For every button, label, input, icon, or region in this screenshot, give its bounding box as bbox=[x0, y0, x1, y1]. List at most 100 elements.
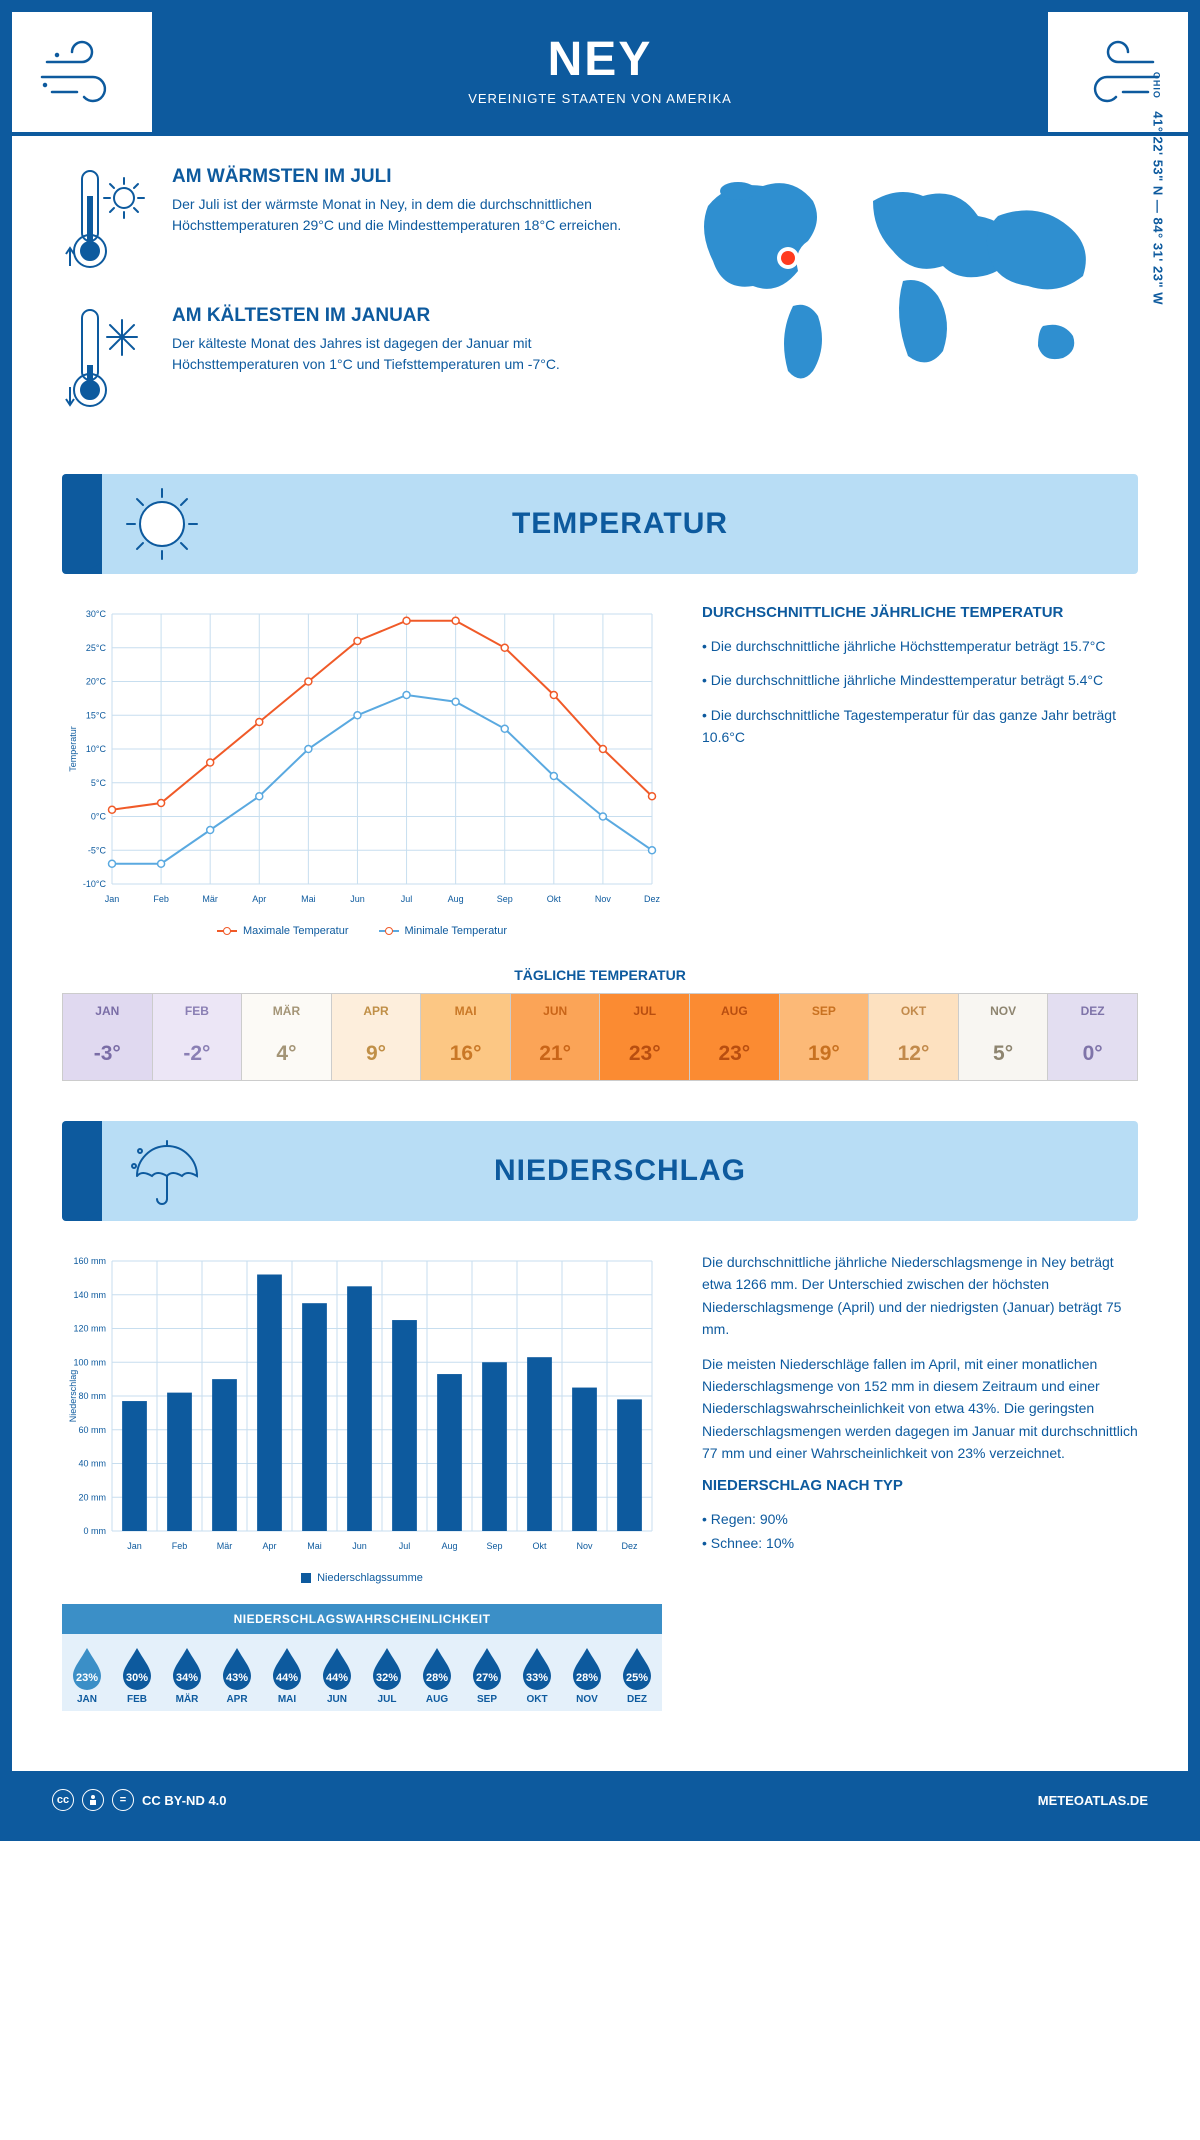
warmest-title: AM WÄRMSTEN IM JULI bbox=[172, 166, 638, 188]
page-title: NEY bbox=[12, 32, 1188, 87]
temp-cell: MAI16° bbox=[421, 994, 511, 1080]
svg-text:Jun: Jun bbox=[350, 894, 365, 904]
coordinates: OHIO 41° 22' 53" N — 84° 31' 23" W bbox=[1151, 72, 1166, 305]
precip-drop: 44%MAI bbox=[262, 1646, 312, 1705]
coldest-title: AM KÄLTESTEN IM JANUAR bbox=[172, 305, 638, 327]
temp-cell: AUG23° bbox=[690, 994, 780, 1080]
svg-text:140 mm: 140 mm bbox=[73, 1290, 106, 1300]
svg-text:Jul: Jul bbox=[401, 894, 413, 904]
temp-cell: OKT12° bbox=[869, 994, 959, 1080]
svg-text:Apr: Apr bbox=[252, 894, 266, 904]
umbrella-icon bbox=[102, 1131, 222, 1211]
svg-text:Okt: Okt bbox=[547, 894, 562, 904]
svg-text:160 mm: 160 mm bbox=[73, 1256, 106, 1266]
precip-drop: 25%DEZ bbox=[612, 1646, 662, 1705]
svg-text:Mär: Mär bbox=[202, 894, 218, 904]
daily-temp-table: JAN-3°FEB-2°MÄR4°APR9°MAI16°JUN21°JUL23°… bbox=[62, 993, 1138, 1081]
svg-text:Jun: Jun bbox=[352, 1541, 367, 1551]
world-map: OHIO 41° 22' 53" N — 84° 31' 23" W bbox=[678, 166, 1138, 444]
precip-probability: NIEDERSCHLAGSWAHRSCHEINLICHKEIT 23%JAN30… bbox=[62, 1604, 662, 1711]
precip-drop: 30%FEB bbox=[112, 1646, 162, 1705]
wind-icon bbox=[1048, 12, 1188, 132]
header-ribbon: NEY VEREINIGTE STAATEN VON AMERIKA bbox=[12, 12, 1188, 136]
chart-legend: Niederschlagssumme bbox=[62, 1572, 662, 1584]
svg-text:-10°C: -10°C bbox=[83, 879, 107, 889]
chart-legend: .sw:nth-child(1)::after{border-color:#f0… bbox=[62, 925, 662, 937]
precip-drop: 28%NOV bbox=[562, 1646, 612, 1705]
svg-text:Aug: Aug bbox=[441, 1541, 457, 1551]
svg-text:Jan: Jan bbox=[127, 1541, 142, 1551]
svg-text:Jul: Jul bbox=[399, 1541, 411, 1551]
svg-text:0°C: 0°C bbox=[91, 812, 107, 822]
precip-drop: 34%MÄR bbox=[162, 1646, 212, 1705]
precipitation-chart: 0 mm 20 mm 40 mm 60 mm 80 mm 100 mm 120 mm 140 … bbox=[62, 1251, 662, 1566]
temp-cell: APR9° bbox=[332, 994, 422, 1080]
svg-text:0 mm: 0 mm bbox=[84, 1526, 107, 1536]
temp-cell: JAN-3° bbox=[63, 994, 153, 1080]
coldest-block: AM KÄLTESTEN IM JANUAR Der kälteste Mona… bbox=[62, 305, 638, 420]
precip-drop: 43%APR bbox=[212, 1646, 262, 1705]
svg-text:Feb: Feb bbox=[172, 1541, 188, 1551]
svg-text:-5°C: -5°C bbox=[88, 845, 107, 855]
thermometer-cold-icon bbox=[62, 305, 152, 420]
temperature-info: DURCHSCHNITTLICHE JÄHRLICHE TEMPERATUR •… bbox=[702, 604, 1138, 937]
svg-text:80 mm: 80 mm bbox=[78, 1391, 106, 1401]
svg-text:Mär: Mär bbox=[217, 1541, 233, 1551]
svg-text:Apr: Apr bbox=[262, 1541, 276, 1551]
section-title: NIEDERSCHLAG bbox=[222, 1154, 1138, 1188]
svg-text:10°C: 10°C bbox=[86, 744, 107, 754]
section-precipitation: NIEDERSCHLAG bbox=[62, 1121, 1138, 1221]
coldest-text: Der kälteste Monat des Jahres ist dagege… bbox=[172, 333, 638, 375]
precip-drop: 23%JAN bbox=[62, 1646, 112, 1705]
precip-drop: 27%SEP bbox=[462, 1646, 512, 1705]
wind-icon bbox=[12, 12, 152, 132]
svg-text:Mai: Mai bbox=[301, 894, 316, 904]
temp-cell: DEZ0° bbox=[1048, 994, 1137, 1080]
temp-cell: JUL23° bbox=[600, 994, 690, 1080]
precipitation-info: Die durchschnittliche jährliche Niedersc… bbox=[702, 1251, 1138, 1711]
svg-text:60 mm: 60 mm bbox=[78, 1425, 106, 1435]
temp-cell: SEP19° bbox=[780, 994, 870, 1080]
brand: METEOATLAS.DE bbox=[1038, 1793, 1148, 1808]
daily-temp-title: TÄGLICHE TEMPERATUR bbox=[62, 967, 1138, 983]
svg-text:Sep: Sep bbox=[497, 894, 513, 904]
precip-drop: 33%OKT bbox=[512, 1646, 562, 1705]
svg-text:Temperatur: Temperatur bbox=[68, 726, 78, 772]
temperature-chart: -10°C-5°C0°C5°C10°C15°C20°C25°C30°CJanFe… bbox=[62, 604, 662, 937]
svg-text:20°C: 20°C bbox=[86, 677, 107, 687]
svg-text:15°C: 15°C bbox=[86, 710, 107, 720]
svg-text:Jan: Jan bbox=[105, 894, 120, 904]
precip-drop: 32%JUL bbox=[362, 1646, 412, 1705]
svg-text:Nov: Nov bbox=[595, 894, 612, 904]
svg-text:Nov: Nov bbox=[576, 1541, 593, 1551]
svg-text:Aug: Aug bbox=[448, 894, 464, 904]
svg-text:Mai: Mai bbox=[307, 1541, 322, 1551]
svg-text:Sep: Sep bbox=[486, 1541, 502, 1551]
svg-text:Feb: Feb bbox=[153, 894, 169, 904]
intro-row: AM WÄRMSTEN IM JULI Der Juli ist der wär… bbox=[62, 166, 1138, 444]
temp-cell: FEB-2° bbox=[153, 994, 243, 1080]
section-title: TEMPERATUR bbox=[222, 507, 1138, 541]
by-icon bbox=[82, 1789, 104, 1811]
svg-text:Niederschlag: Niederschlag bbox=[68, 1370, 78, 1423]
svg-text:120 mm: 120 mm bbox=[73, 1324, 106, 1334]
svg-text:20 mm: 20 mm bbox=[78, 1492, 106, 1502]
svg-text:Dez: Dez bbox=[621, 1541, 638, 1551]
precip-drop: 28%AUG bbox=[412, 1646, 462, 1705]
footer: cc = CC BY-ND 4.0 METEOATLAS.DE bbox=[12, 1771, 1188, 1829]
svg-text:25°C: 25°C bbox=[86, 643, 107, 653]
thermometer-hot-icon bbox=[62, 166, 152, 281]
warmest-block: AM WÄRMSTEN IM JULI Der Juli ist der wär… bbox=[62, 166, 638, 281]
svg-text:100 mm: 100 mm bbox=[73, 1357, 106, 1367]
temp-cell: NOV5° bbox=[959, 994, 1049, 1080]
precip-drop: 44%JUN bbox=[312, 1646, 362, 1705]
sun-icon bbox=[102, 484, 222, 564]
license: cc = CC BY-ND 4.0 bbox=[52, 1789, 227, 1811]
page-subtitle: VEREINIGTE STAATEN VON AMERIKA bbox=[12, 91, 1188, 106]
temp-cell: JUN21° bbox=[511, 994, 601, 1080]
svg-text:Okt: Okt bbox=[532, 1541, 547, 1551]
svg-text:40 mm: 40 mm bbox=[78, 1459, 106, 1469]
cc-icon: cc bbox=[52, 1789, 74, 1811]
nd-icon: = bbox=[112, 1789, 134, 1811]
temp-cell: MÄR4° bbox=[242, 994, 332, 1080]
